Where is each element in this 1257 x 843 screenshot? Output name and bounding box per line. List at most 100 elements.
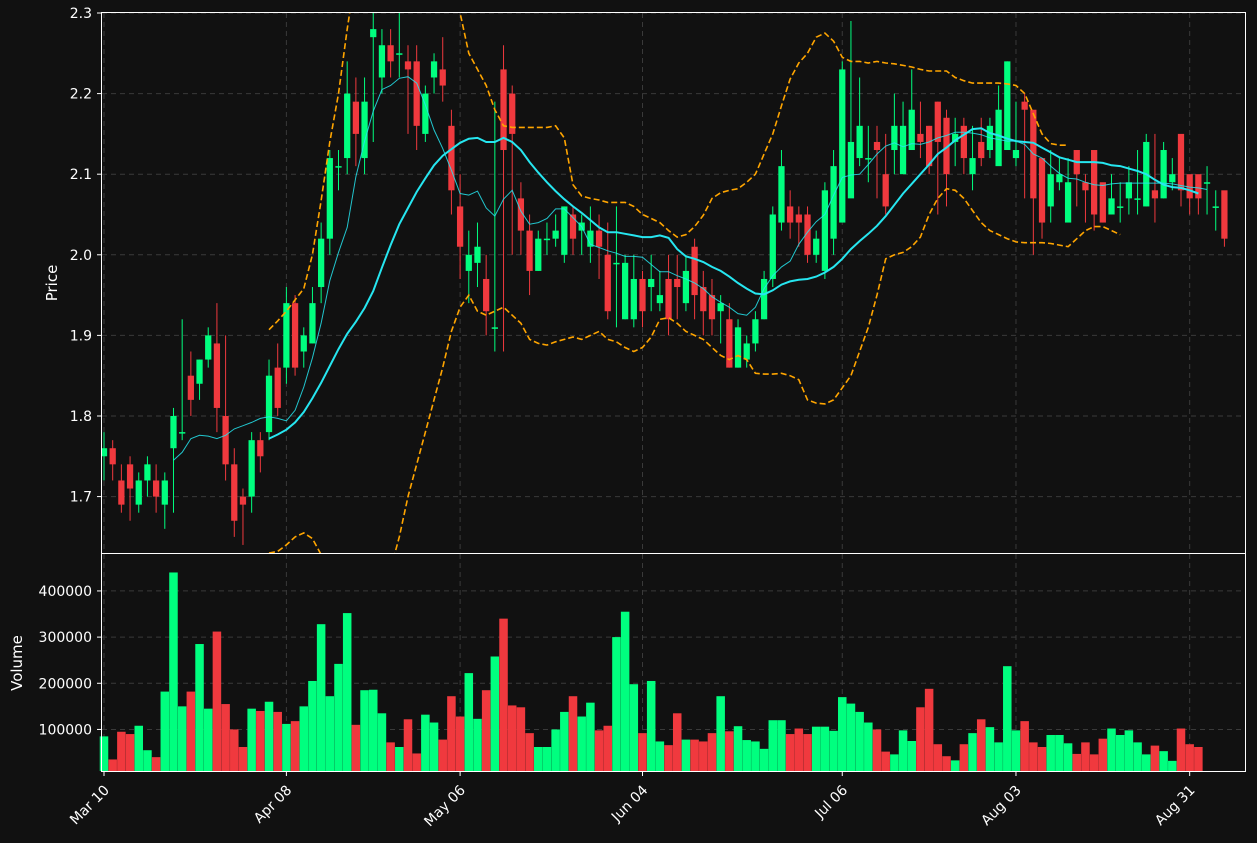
candle-body — [908, 109, 915, 151]
candle-body — [1082, 182, 1089, 191]
volume-bar — [950, 760, 960, 771]
candle-body — [1012, 150, 1020, 159]
candle-body — [674, 278, 681, 288]
volume-bar — [785, 734, 795, 771]
volume-bar — [733, 726, 743, 771]
candle-body — [500, 69, 507, 151]
candle-body — [257, 440, 264, 457]
candle-body — [1212, 206, 1219, 208]
volume-tick-label: 400000 — [39, 584, 92, 600]
volume-bar — [681, 739, 691, 771]
volume-bar — [959, 744, 969, 771]
candle-body — [543, 238, 551, 241]
candle-body — [213, 343, 221, 408]
volume-bar — [638, 733, 647, 771]
volume-bar — [195, 644, 204, 771]
volume-bar — [603, 725, 613, 771]
candle-body — [630, 278, 637, 320]
volume-bar — [664, 745, 673, 771]
volume-bar — [672, 713, 682, 771]
candle-body — [804, 214, 811, 255]
candle-body — [535, 238, 542, 271]
volume-bar — [429, 722, 439, 771]
volume-bar — [273, 711, 282, 771]
candle-body — [370, 29, 377, 38]
candle-body — [187, 375, 194, 400]
candle-body — [456, 206, 464, 247]
candle-body — [847, 141, 855, 199]
candle-body — [1221, 190, 1228, 239]
volume-bar — [117, 731, 126, 771]
candle-body — [378, 45, 386, 78]
volume-bar — [707, 733, 717, 771]
candle-body — [161, 480, 168, 505]
candle-body — [1108, 198, 1115, 215]
candle-body — [291, 303, 299, 368]
candle-body — [1056, 174, 1063, 183]
price-overlay-lines — [173, 13, 1208, 553]
volume-bar — [933, 744, 943, 771]
candle-body — [795, 214, 802, 223]
candle-body — [552, 230, 559, 239]
candle-body — [639, 278, 646, 312]
candle-body — [326, 158, 333, 239]
volume-bar — [516, 707, 526, 771]
volume-bar — [846, 703, 856, 771]
candle-body — [422, 93, 429, 134]
volume-bar — [716, 696, 725, 771]
volume-bar — [221, 704, 230, 771]
volume-bar — [481, 690, 491, 771]
candle-body — [474, 246, 481, 263]
price-tick-label: 1.9 — [70, 328, 92, 344]
volume-bar — [490, 656, 500, 771]
candle-body — [708, 295, 716, 320]
candle-body — [413, 61, 420, 126]
candle-body — [1004, 61, 1011, 151]
volume-bar — [594, 730, 604, 771]
candle-body — [274, 367, 281, 408]
volume-bar — [577, 716, 586, 771]
volume-bar — [881, 751, 890, 771]
candle-body — [960, 125, 967, 159]
volume-panel-frame — [101, 553, 1246, 772]
volume-tick-label: 100000 — [39, 722, 92, 738]
volume-bar — [699, 741, 708, 771]
price-tick-label: 2.3 — [70, 6, 92, 22]
candle-body — [587, 230, 594, 247]
candle-body — [1186, 174, 1193, 199]
candle-body — [1099, 182, 1106, 223]
volume-bar — [377, 713, 387, 771]
volume-bar — [403, 719, 413, 771]
volume-bar — [455, 716, 465, 771]
volume-bar — [1133, 742, 1142, 771]
volume-bar — [838, 697, 847, 771]
candle-body — [561, 206, 568, 255]
volume-bar — [316, 624, 326, 771]
volume-bar — [134, 725, 143, 771]
candle-body — [787, 206, 794, 223]
candle-body — [1021, 101, 1028, 110]
volume-bar — [125, 734, 135, 771]
volume-bar — [1020, 721, 1029, 771]
volume-bar — [1055, 734, 1064, 771]
volume-bar — [872, 729, 882, 771]
candle-body — [352, 101, 360, 134]
volume-bar — [768, 720, 778, 771]
volume-bar — [620, 611, 630, 771]
candle-body — [239, 496, 247, 505]
price-tick-label: 1.8 — [70, 409, 92, 425]
volume-bar — [994, 742, 1003, 771]
price-axis-label: Price — [43, 265, 61, 302]
volume-bar — [898, 730, 908, 771]
candle-body — [404, 61, 412, 70]
volume-bar — [143, 750, 152, 771]
candle-body — [621, 262, 629, 320]
candle-body — [144, 464, 151, 481]
candle-body — [179, 432, 186, 434]
volume-bar — [968, 733, 977, 771]
candle-body — [934, 101, 941, 142]
volume-bar — [1011, 730, 1021, 771]
volume-bar — [1107, 728, 1116, 771]
volume-bar — [629, 684, 639, 771]
